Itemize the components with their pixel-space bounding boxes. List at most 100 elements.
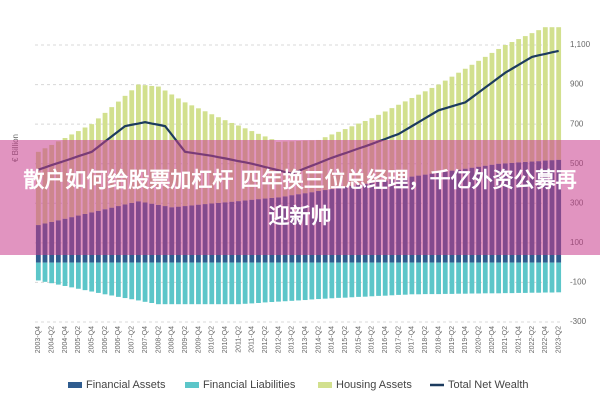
legend-label: Financial Assets [86, 379, 166, 391]
bar [35, 262, 41, 281]
bar [236, 262, 241, 305]
bar [449, 76, 455, 171]
bar [476, 60, 482, 167]
legend-swatch [185, 382, 199, 388]
x-tick-label: 2020-Q2 [475, 326, 482, 353]
bar [262, 262, 268, 303]
bar [216, 262, 221, 305]
x-tick-label: 2020-Q4 [489, 326, 496, 353]
bar [349, 262, 355, 298]
bar [249, 262, 255, 304]
x-tick-label: 2006-Q2 [102, 326, 109, 353]
bar [55, 262, 61, 285]
headline-banner: 散户如何给股票加杠杆 四年换三位总经理，千亿外资公募再迎新帅 [0, 140, 600, 255]
bar [276, 262, 281, 302]
x-tick-label: 2022-Q4 [542, 326, 549, 353]
y-tick-label: 1,100 [570, 40, 591, 49]
bar [169, 262, 175, 305]
bar [382, 262, 388, 296]
bar [289, 262, 295, 301]
bar [436, 262, 441, 295]
bar [496, 262, 502, 294]
legend-swatch [68, 382, 82, 388]
bar [322, 262, 328, 299]
bar [396, 262, 401, 295]
bar [189, 262, 195, 305]
bar [369, 262, 375, 297]
bar [469, 64, 475, 168]
x-tick-label: 2011-Q2 [235, 326, 242, 353]
bar [356, 262, 361, 297]
bar [462, 262, 468, 294]
bar [109, 262, 115, 296]
x-tick-label: 2009-Q4 [195, 326, 202, 353]
x-tick-label: 2006-Q4 [115, 326, 122, 353]
bar [442, 80, 448, 172]
bar [82, 262, 88, 291]
bar [402, 101, 408, 178]
bar [42, 262, 48, 282]
x-tick-label: 2008-Q2 [155, 326, 162, 353]
bar [429, 262, 435, 295]
x-tick-label: 2012-Q4 [275, 326, 282, 353]
x-tick-label: 2021-Q2 [502, 326, 509, 353]
bar [429, 87, 435, 174]
bar [376, 262, 381, 296]
y-tick-label: 700 [570, 119, 584, 128]
x-tick-label: 2005-Q2 [75, 326, 82, 353]
bar [362, 262, 368, 297]
bar [509, 262, 515, 294]
bar [536, 262, 542, 293]
x-tick-label: 2017-Q4 [409, 326, 416, 353]
bar [422, 91, 428, 175]
bar [496, 48, 502, 164]
bar [389, 262, 395, 296]
y-tick-label: -100 [570, 278, 587, 287]
bar [542, 262, 548, 293]
bar [115, 262, 121, 297]
y-tick-label: -300 [570, 317, 587, 326]
x-tick-label: 2017-Q2 [395, 326, 402, 353]
bar [269, 262, 275, 303]
bar [482, 56, 488, 166]
bar [456, 262, 462, 294]
bar [416, 262, 421, 295]
bar [542, 27, 548, 161]
bar [142, 262, 148, 302]
x-tick-label: 2007-Q4 [142, 326, 149, 353]
bar [482, 262, 488, 294]
x-tick-label: 2010-Q2 [209, 326, 216, 353]
bar [242, 262, 248, 304]
bar [409, 98, 415, 177]
bar [549, 27, 555, 161]
bar [222, 262, 228, 305]
bar [509, 42, 515, 163]
legend-label: Financial Liabilities [203, 379, 296, 391]
bar [469, 262, 475, 294]
bar [476, 262, 482, 294]
x-tick-label: 2012-Q2 [262, 326, 269, 353]
bar [342, 262, 348, 298]
bar [522, 262, 528, 293]
bar [522, 36, 528, 162]
bar [436, 84, 441, 173]
x-tick-label: 2003-Q4 [35, 326, 42, 353]
x-tick-label: 2005-Q4 [89, 326, 96, 353]
bar [135, 262, 141, 301]
bar [402, 262, 408, 295]
x-tick-label: 2009-Q2 [182, 326, 189, 353]
bar [489, 262, 495, 294]
x-tick-label: 2014-Q2 [315, 326, 322, 353]
bar [75, 262, 81, 289]
x-tick-label: 2016-Q2 [369, 326, 376, 353]
bar [529, 33, 535, 162]
x-tick-label: 2011-Q4 [249, 326, 256, 353]
bar [516, 262, 522, 293]
x-tick-label: 2016-Q4 [382, 326, 389, 353]
x-tick-label: 2013-Q2 [289, 326, 296, 353]
bar [229, 262, 235, 305]
x-tick-label: 2022-Q2 [529, 326, 536, 353]
bar [549, 262, 555, 293]
bar [209, 262, 215, 305]
bar [176, 262, 181, 305]
